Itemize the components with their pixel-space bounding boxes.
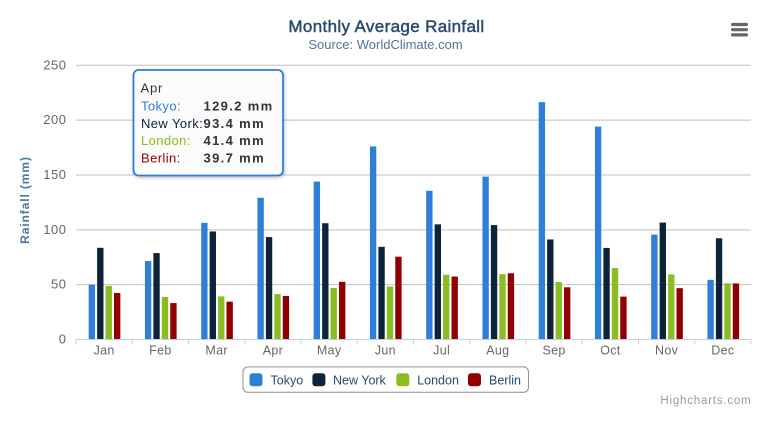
svg-text:Dec: Dec: [711, 344, 734, 358]
svg-text:93.4 mm: 93.4 mm: [204, 116, 265, 131]
svg-text:200: 200: [43, 112, 66, 127]
svg-text:50: 50: [51, 277, 66, 292]
svg-text:New York: New York: [333, 373, 387, 387]
svg-text:Nov: Nov: [655, 344, 679, 358]
svg-text:0: 0: [59, 332, 67, 347]
svg-text:100: 100: [43, 222, 66, 237]
svg-text:Sep: Sep: [543, 344, 566, 358]
svg-text:Berlin:: Berlin:: [141, 151, 181, 166]
svg-text:London:: London:: [141, 133, 191, 148]
svg-text:Jun: Jun: [375, 344, 396, 358]
svg-text:Oct: Oct: [600, 344, 621, 358]
svg-text:Source: WorldClimate.com: Source: WorldClimate.com: [308, 37, 462, 52]
svg-text:May: May: [317, 344, 342, 358]
svg-text:129.2 mm: 129.2 mm: [204, 98, 274, 113]
svg-text:Apr: Apr: [263, 344, 283, 358]
svg-text:Jul: Jul: [433, 344, 450, 358]
svg-text:Tokyo: Tokyo: [271, 373, 304, 387]
svg-text:London: London: [417, 373, 459, 387]
svg-text:Jan: Jan: [94, 344, 115, 358]
svg-text:41.4 mm: 41.4 mm: [204, 133, 265, 148]
svg-text:New York:: New York:: [141, 116, 203, 131]
svg-text:Feb: Feb: [149, 344, 171, 358]
svg-text:Monthly Average Rainfall: Monthly Average Rainfall: [288, 17, 484, 36]
svg-text:Aug: Aug: [486, 344, 509, 358]
svg-text:Mar: Mar: [205, 344, 227, 358]
svg-text:150: 150: [43, 167, 66, 182]
svg-text:Highcharts.com: Highcharts.com: [660, 395, 751, 407]
svg-text:Rainfall (mm): Rainfall (mm): [18, 156, 32, 244]
svg-text:Berlin: Berlin: [489, 373, 521, 387]
svg-text:Apr: Apr: [141, 80, 164, 95]
svg-text:250: 250: [43, 57, 66, 72]
svg-text:39.7 mm: 39.7 mm: [204, 151, 265, 166]
svg-text:Tokyo:: Tokyo:: [141, 98, 181, 113]
